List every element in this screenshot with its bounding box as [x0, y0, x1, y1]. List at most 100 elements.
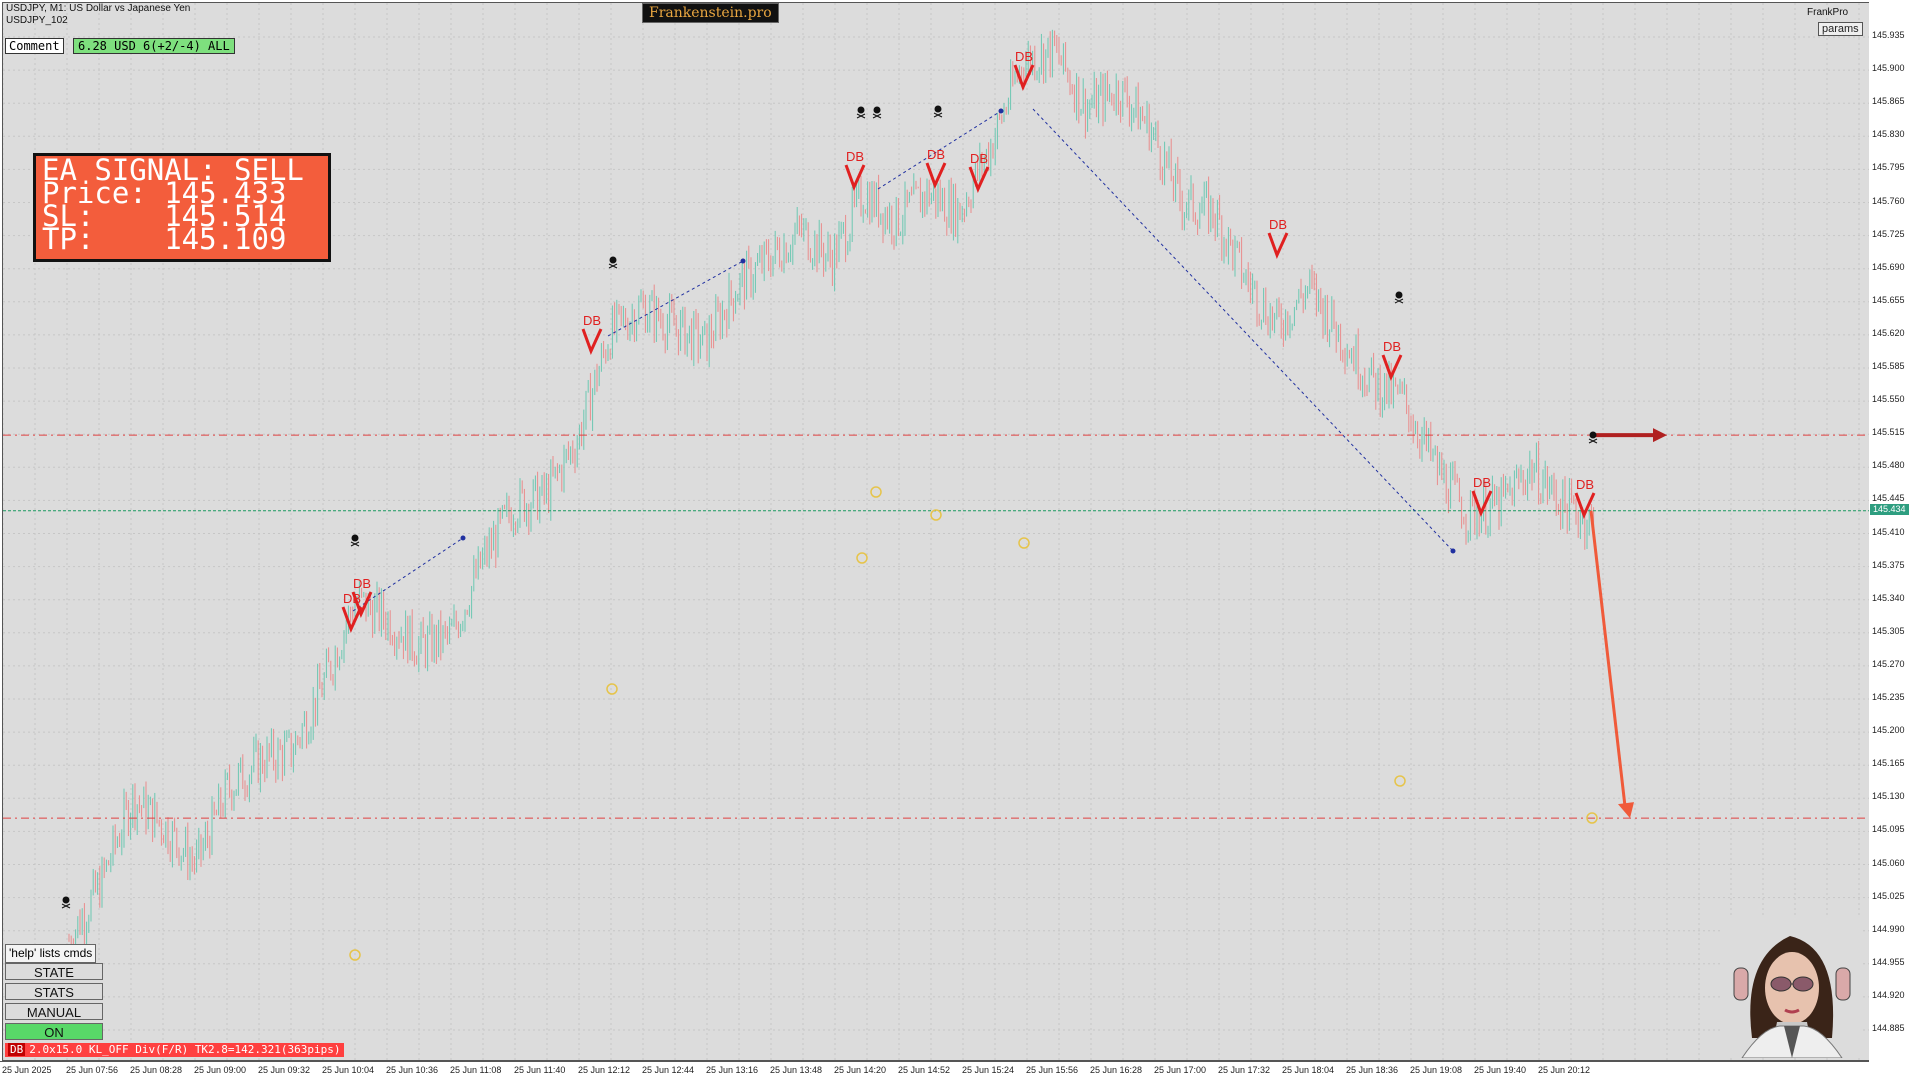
- target-circle-icon: [856, 552, 868, 564]
- on-toggle-button[interactable]: ON: [5, 1023, 103, 1040]
- db-pattern-label: DB: [353, 576, 371, 591]
- status-bar: DB 2.0x15.0 KL_OFF Div(F/R) TK2.8=142.321…: [5, 1043, 344, 1057]
- db-pattern-label: DB: [343, 591, 361, 606]
- skull-icon: [609, 256, 617, 264]
- time-tick-label: 25 Jun 17:32: [1218, 1065, 1271, 1075]
- db-pattern-shape: [1574, 492, 1596, 519]
- time-tick-label: 25 Jun 14:20: [834, 1065, 887, 1075]
- brand-label[interactable]: Frankenstein.pro: [642, 3, 779, 23]
- sl-arrow-head: [1653, 428, 1667, 443]
- db-pattern-label: DB: [1383, 339, 1401, 354]
- price-tick-label: 145.760: [1872, 195, 1905, 206]
- time-tick-label: 25 Jun 13:16: [706, 1065, 759, 1075]
- skull-icon: [1588, 438, 1598, 444]
- db-pattern-shape: [968, 166, 990, 193]
- skull-icon: [351, 534, 359, 542]
- signal-price-line: Price: 145.433: [42, 176, 287, 210]
- price-tick-label: 145.305: [1872, 625, 1905, 636]
- ea-signal-panel: EA SIGNAL: SELL Price: 145.433 SL: 145.5…: [33, 153, 331, 262]
- price-tick-label: 145.690: [1872, 261, 1905, 272]
- trend-point: [740, 258, 746, 264]
- target-circle-icon: [1586, 812, 1598, 824]
- db-pattern-label: DB: [1015, 49, 1033, 64]
- skull-icon: [1394, 298, 1404, 304]
- help-label: 'help' lists cmds: [5, 944, 97, 963]
- price-tick-label: 144.990: [1872, 923, 1905, 934]
- time-tick-label: 25 Jun 19:08: [1410, 1065, 1463, 1075]
- trend-point: [998, 108, 1004, 114]
- status-text: 2.0x15.0 KL_OFF Div(F/R) TK2.8=142.321(3…: [29, 1043, 341, 1056]
- target-circle-icon: [349, 949, 361, 961]
- time-tick-label: 25 Jun 11:40: [514, 1065, 566, 1075]
- trend-line: [1032, 108, 1454, 552]
- signal-tp-line: TP: 145.109: [42, 222, 287, 256]
- time-tick-label: 25 Jun 18:04: [1282, 1065, 1335, 1075]
- db-pattern-label: DB: [1473, 475, 1491, 490]
- stats-button[interactable]: STATS: [5, 983, 103, 1000]
- skull-icon: [872, 113, 882, 119]
- skull-icon: [857, 106, 865, 114]
- time-tick-label: 25 Jun 20:12: [1538, 1065, 1591, 1075]
- price-tick-label: 145.480: [1872, 460, 1905, 471]
- params-button[interactable]: params: [1818, 22, 1863, 36]
- db-pattern-shape: [1381, 354, 1403, 381]
- manual-button[interactable]: MANUAL: [5, 1003, 103, 1020]
- tp-arrow-head: [1618, 802, 1634, 819]
- db-pattern-label: DB: [970, 151, 988, 166]
- tp-arrow: [1589, 510, 1627, 807]
- target-circle-icon: [1018, 537, 1030, 549]
- account-label: USDJPY_102: [6, 15, 68, 26]
- db-pattern-shape: [1013, 64, 1035, 91]
- trend-line: [877, 110, 1002, 190]
- time-tick-label: 25 Jun 19:40: [1474, 1065, 1527, 1075]
- price-tick-label: 145.550: [1872, 394, 1905, 405]
- price-tick-label: 145.900: [1872, 63, 1905, 74]
- price-tick-label: 145.830: [1872, 129, 1905, 140]
- time-tick-label: 25 Jun 11:08: [450, 1065, 502, 1075]
- target-circle-icon: [606, 683, 618, 695]
- time-tick-label: 25 Jun 2025: [2, 1065, 52, 1075]
- time-tick-label: 25 Jun 15:24: [962, 1065, 1015, 1075]
- price-tick-label: 145.025: [1872, 890, 1905, 901]
- time-tick-label: 25 Jun 07:56: [66, 1065, 119, 1075]
- db-pattern-shape: [925, 162, 947, 189]
- price-tick-label: 145.725: [1872, 228, 1905, 239]
- skull-icon: [61, 903, 71, 909]
- trend-point: [1450, 548, 1456, 554]
- skull-icon: [608, 263, 618, 269]
- price-tick-label: 145.515: [1872, 427, 1905, 438]
- price-tick-label: 145.375: [1872, 559, 1905, 570]
- trend-point: [460, 535, 466, 541]
- signal-line: EA SIGNAL: SELL: [42, 153, 304, 187]
- skull-icon: [62, 896, 70, 904]
- db-pattern-shape: [351, 591, 373, 618]
- skull-icon: [350, 541, 360, 547]
- price-tick-label: 145.165: [1872, 758, 1905, 769]
- db-pattern-label: DB: [583, 313, 601, 328]
- db-pattern-label: DB: [1269, 217, 1287, 232]
- price-tick-label: 145.445: [1872, 493, 1905, 504]
- price-tick-label: 144.955: [1872, 956, 1905, 967]
- skull-icon: [1395, 291, 1403, 299]
- time-tick-label: 25 Jun 12:44: [642, 1065, 695, 1075]
- price-tick-label: 145.935: [1872, 30, 1905, 40]
- price-tick-label: 145.130: [1872, 791, 1905, 802]
- db-pattern-shape: [1267, 232, 1289, 259]
- db-pattern-label: DB: [927, 147, 945, 162]
- time-tick-label: 25 Jun 17:00: [1154, 1065, 1207, 1075]
- price-tick-label: 145.340: [1872, 592, 1905, 603]
- comment-label: Comment: [5, 38, 64, 54]
- time-tick-label: 25 Jun 13:48: [770, 1065, 823, 1075]
- price-tick-label: 145.235: [1872, 692, 1905, 702]
- comment-stats: 6.28 USD 6(+2/-4) ALL: [73, 38, 235, 54]
- time-tick-label: 25 Jun 09:00: [194, 1065, 247, 1075]
- price-tick-label: 145.270: [1872, 658, 1905, 669]
- skull-icon: [873, 106, 881, 114]
- db-pattern-label: DB: [1576, 477, 1594, 492]
- time-tick-label: 25 Jun 09:32: [258, 1065, 311, 1075]
- state-button[interactable]: STATE: [5, 963, 103, 980]
- skull-icon: [1589, 431, 1597, 439]
- price-tick-label: 145.585: [1872, 361, 1905, 371]
- symbol-title: USDJPY, M1: US Dollar vs Japanese Yen: [6, 3, 191, 14]
- time-tick-label: 25 Jun 12:12: [578, 1065, 631, 1075]
